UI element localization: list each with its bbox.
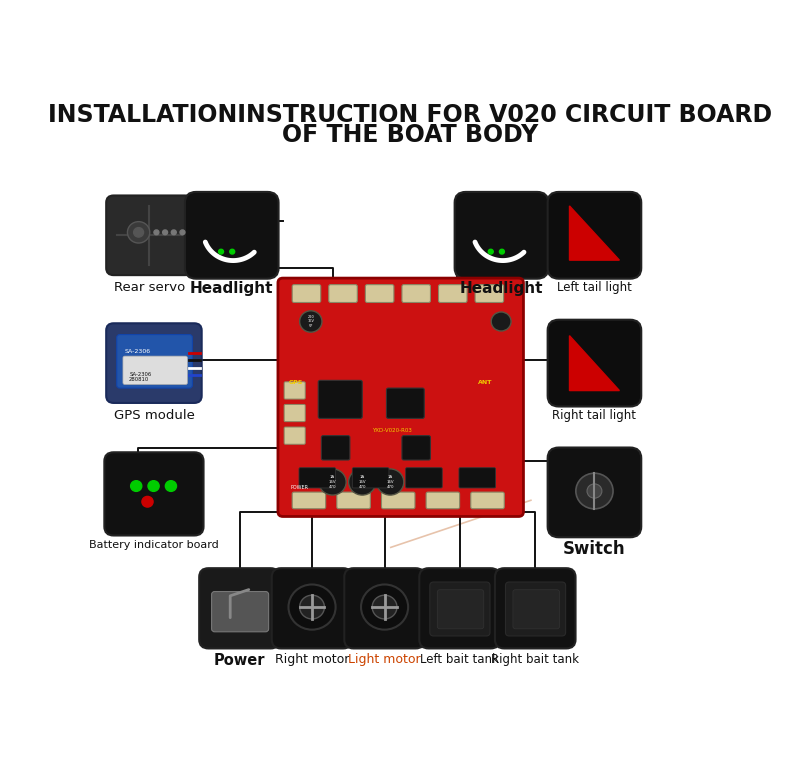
Text: Right tail light: Right tail light — [553, 409, 637, 422]
FancyBboxPatch shape — [438, 590, 484, 629]
Circle shape — [162, 230, 167, 235]
Text: Right motor: Right motor — [275, 652, 350, 665]
Polygon shape — [570, 336, 619, 391]
Text: GPS: GPS — [289, 380, 303, 384]
FancyBboxPatch shape — [185, 192, 278, 279]
FancyBboxPatch shape — [430, 582, 490, 636]
FancyBboxPatch shape — [344, 568, 425, 648]
Text: 1A
16V
470: 1A 16V 470 — [358, 476, 366, 489]
FancyBboxPatch shape — [272, 568, 352, 648]
Circle shape — [134, 228, 143, 237]
Circle shape — [171, 230, 176, 235]
FancyBboxPatch shape — [548, 320, 642, 407]
FancyBboxPatch shape — [299, 468, 336, 488]
FancyBboxPatch shape — [495, 568, 575, 648]
Circle shape — [300, 595, 325, 619]
FancyBboxPatch shape — [426, 492, 459, 509]
FancyBboxPatch shape — [211, 591, 269, 631]
Circle shape — [148, 481, 159, 492]
Text: GPS module: GPS module — [114, 409, 194, 422]
Text: Battery indicator board: Battery indicator board — [89, 540, 219, 550]
Text: ANT: ANT — [478, 380, 493, 384]
Text: YXD-V020-R03: YXD-V020-R03 — [373, 428, 412, 432]
Text: Light motor: Light motor — [348, 652, 421, 665]
FancyBboxPatch shape — [366, 285, 394, 303]
FancyBboxPatch shape — [548, 192, 642, 279]
FancyBboxPatch shape — [470, 492, 504, 509]
Text: Headlight: Headlight — [190, 281, 274, 296]
Text: 1A
16V
470: 1A 16V 470 — [386, 476, 394, 489]
FancyBboxPatch shape — [337, 492, 370, 509]
FancyBboxPatch shape — [506, 582, 566, 636]
Circle shape — [576, 473, 613, 509]
Circle shape — [488, 249, 494, 254]
Circle shape — [289, 584, 336, 630]
FancyBboxPatch shape — [406, 468, 442, 488]
Circle shape — [499, 249, 504, 254]
FancyBboxPatch shape — [419, 568, 500, 648]
Circle shape — [319, 469, 346, 495]
Text: POWER: POWER — [290, 485, 308, 490]
Text: Switch: Switch — [563, 540, 626, 557]
Circle shape — [180, 230, 185, 235]
FancyBboxPatch shape — [106, 323, 202, 403]
Circle shape — [218, 249, 223, 254]
FancyBboxPatch shape — [322, 435, 350, 460]
FancyBboxPatch shape — [284, 427, 306, 444]
FancyBboxPatch shape — [386, 388, 424, 418]
Circle shape — [377, 469, 404, 495]
Circle shape — [587, 484, 602, 498]
FancyBboxPatch shape — [104, 452, 203, 536]
FancyBboxPatch shape — [278, 278, 523, 516]
Circle shape — [491, 312, 511, 331]
FancyBboxPatch shape — [438, 285, 467, 303]
FancyBboxPatch shape — [513, 590, 559, 629]
FancyBboxPatch shape — [459, 468, 495, 488]
FancyBboxPatch shape — [318, 381, 362, 418]
Text: OF THE BOAT BODY: OF THE BOAT BODY — [282, 124, 538, 147]
FancyBboxPatch shape — [475, 285, 504, 303]
Text: 280810: 280810 — [125, 362, 148, 367]
Text: SA-2306
280810: SA-2306 280810 — [129, 371, 151, 382]
FancyBboxPatch shape — [199, 568, 280, 648]
FancyBboxPatch shape — [402, 285, 430, 303]
FancyBboxPatch shape — [292, 492, 326, 509]
FancyBboxPatch shape — [106, 195, 192, 275]
Text: Left tail light: Left tail light — [557, 281, 632, 294]
FancyBboxPatch shape — [352, 468, 389, 488]
FancyBboxPatch shape — [284, 405, 306, 422]
Circle shape — [372, 595, 397, 619]
Circle shape — [349, 469, 376, 495]
Text: SA-2306: SA-2306 — [125, 349, 151, 354]
Text: 1A
16V
470: 1A 16V 470 — [329, 476, 336, 489]
FancyBboxPatch shape — [329, 285, 358, 303]
FancyBboxPatch shape — [454, 192, 548, 279]
Polygon shape — [570, 206, 619, 260]
FancyBboxPatch shape — [548, 448, 642, 537]
Text: Left bait tank: Left bait tank — [420, 652, 499, 665]
FancyBboxPatch shape — [382, 492, 415, 509]
Circle shape — [130, 481, 142, 492]
Circle shape — [300, 311, 322, 332]
Text: Rear servo: Rear servo — [114, 281, 185, 294]
Text: INSTALLATIONINSTRUCTION FOR V020 CIRCUIT BOARD: INSTALLATIONINSTRUCTION FOR V020 CIRCUIT… — [48, 103, 772, 127]
Text: Right bait tank: Right bait tank — [491, 652, 579, 665]
FancyBboxPatch shape — [117, 334, 192, 388]
FancyBboxPatch shape — [123, 356, 187, 384]
Circle shape — [127, 222, 150, 243]
Circle shape — [230, 249, 234, 254]
Text: Power: Power — [214, 652, 266, 668]
Text: 220
16V
VF: 220 16V VF — [307, 315, 314, 328]
Text: Headlight: Headlight — [460, 281, 543, 296]
Circle shape — [361, 584, 408, 630]
FancyBboxPatch shape — [284, 382, 306, 399]
Circle shape — [142, 496, 153, 507]
Circle shape — [166, 481, 177, 492]
FancyBboxPatch shape — [402, 435, 430, 460]
FancyBboxPatch shape — [292, 285, 321, 303]
Circle shape — [154, 230, 159, 235]
